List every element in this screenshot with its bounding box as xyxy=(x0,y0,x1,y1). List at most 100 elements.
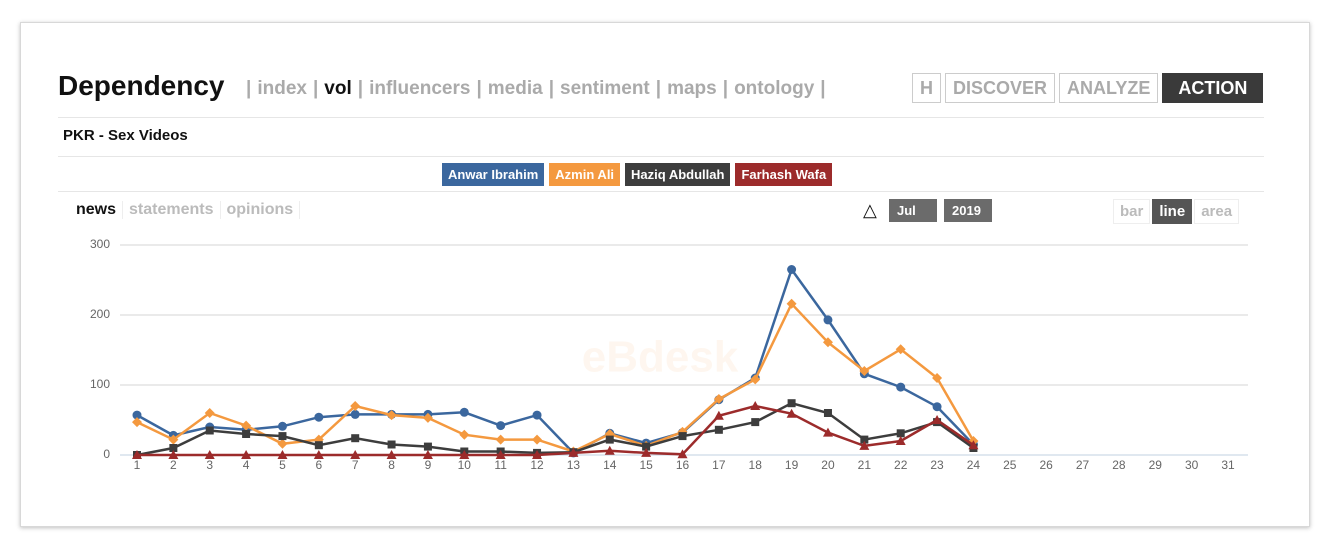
tab[interactable]: news xyxy=(70,201,124,219)
point xyxy=(132,410,142,420)
tab[interactable]: statements xyxy=(123,201,221,219)
point xyxy=(713,410,724,420)
point xyxy=(459,429,470,440)
point xyxy=(314,441,323,450)
point xyxy=(823,315,833,325)
x-tick-label: 4 xyxy=(243,458,250,472)
date-toggle[interactable]: △ xyxy=(863,200,877,220)
year-select[interactable]: 2019 xyxy=(944,199,992,222)
point xyxy=(968,440,979,450)
watermark: eBdesk xyxy=(582,333,739,382)
legend-item[interactable]: Anwar Ibrahim xyxy=(442,163,545,186)
point xyxy=(204,450,215,459)
stage-button[interactable]: ANALYZE xyxy=(1059,73,1159,103)
nav-link[interactable]: maps xyxy=(667,78,717,99)
mode-button[interactable]: area xyxy=(1194,199,1240,224)
point xyxy=(495,450,506,459)
legend: Anwar Ibrahim Azmin Ali Haziq Abdullah Farh… xyxy=(442,163,833,186)
x-tick-label: 20 xyxy=(821,458,835,472)
point xyxy=(860,435,869,444)
legend-item[interactable]: Farhash Wafa xyxy=(735,163,833,186)
point xyxy=(713,394,724,404)
month-select[interactable]: Jul xyxy=(889,199,937,222)
x-tick-label: 13 xyxy=(567,458,581,472)
series-line xyxy=(137,404,975,457)
series-line xyxy=(136,301,975,453)
point xyxy=(532,434,543,445)
x-tick-label: 16 xyxy=(676,458,690,472)
x-tick-label: 5 xyxy=(279,458,286,472)
point xyxy=(423,442,432,451)
point xyxy=(277,438,288,449)
point xyxy=(386,410,397,421)
point xyxy=(568,447,579,457)
point xyxy=(241,420,252,431)
point xyxy=(932,402,942,412)
nav-separator: | xyxy=(820,78,826,99)
stage-buttons: H DISCOVER ANALYZE ACTION xyxy=(912,73,1264,103)
point xyxy=(350,450,361,459)
x-tick-label: 1 xyxy=(134,458,141,472)
x-tick-label: 11 xyxy=(494,458,507,472)
nav-link[interactable]: ontology xyxy=(734,78,815,99)
point xyxy=(895,436,906,445)
stage-button[interactable]: ACTION xyxy=(1162,73,1264,103)
series-line xyxy=(136,266,975,455)
chart-modes: bar line area xyxy=(1113,199,1240,224)
x-tick-label: 12 xyxy=(530,458,544,472)
point xyxy=(169,444,178,452)
legend-item[interactable]: Azmin Ali xyxy=(549,163,621,186)
point xyxy=(168,434,179,445)
point xyxy=(386,450,397,459)
series-line xyxy=(136,401,975,457)
nav-separator: | xyxy=(312,78,319,99)
nav-separator: | xyxy=(246,78,252,99)
nav-link[interactable]: media xyxy=(487,78,543,99)
point xyxy=(859,440,870,450)
nav-link[interactable]: vol xyxy=(324,78,352,99)
point xyxy=(168,450,179,459)
point xyxy=(387,440,396,449)
legend-item[interactable]: Haziq Abdullah xyxy=(625,163,731,186)
x-tick-label: 19 xyxy=(785,458,799,472)
x-tick-label: 27 xyxy=(1076,458,1090,472)
point xyxy=(277,421,287,431)
x-tick-label: 10 xyxy=(458,458,472,472)
point xyxy=(896,429,905,438)
point xyxy=(351,434,360,443)
point xyxy=(532,450,543,459)
point xyxy=(204,408,215,418)
tab[interactable]: opinions xyxy=(221,201,301,219)
stage-button[interactable]: H xyxy=(912,73,941,103)
x-tick-label: 9 xyxy=(425,458,432,472)
point xyxy=(242,430,251,438)
point xyxy=(822,337,833,348)
mode-button[interactable]: line xyxy=(1152,199,1193,224)
point xyxy=(313,450,324,459)
point xyxy=(495,434,506,445)
point xyxy=(786,408,797,418)
point xyxy=(604,445,615,455)
point xyxy=(859,366,870,376)
nav-link[interactable]: influencers xyxy=(369,78,471,99)
nav-separator: | xyxy=(357,78,364,99)
point xyxy=(896,382,906,392)
x-tick-label: 22 xyxy=(894,458,908,472)
x-tick-label: 31 xyxy=(1221,458,1235,472)
point xyxy=(750,374,761,385)
card xyxy=(20,22,1310,527)
mode-button[interactable]: bar xyxy=(1113,199,1151,224)
point xyxy=(277,450,288,459)
x-tick-label: 18 xyxy=(749,458,763,472)
nav-link[interactable]: sentiment xyxy=(560,78,650,99)
nav-link[interactable]: index xyxy=(257,78,307,99)
nav: | index | vol | influencers | media | sentiment | m… xyxy=(246,78,826,100)
point xyxy=(895,344,906,355)
point xyxy=(205,426,214,435)
nav-separator: | xyxy=(722,78,729,99)
point xyxy=(132,417,142,428)
x-tick-label: 28 xyxy=(1112,458,1126,472)
stage-button[interactable]: DISCOVER xyxy=(945,73,1056,103)
